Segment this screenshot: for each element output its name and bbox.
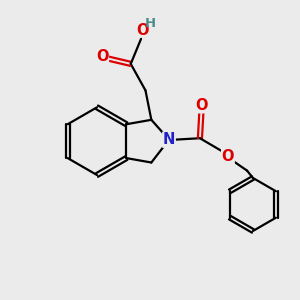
Text: O: O: [136, 23, 149, 38]
Text: O: O: [222, 149, 234, 164]
Text: N: N: [163, 132, 175, 147]
Text: O: O: [195, 98, 208, 113]
Text: O: O: [96, 49, 108, 64]
Text: H: H: [145, 17, 156, 30]
